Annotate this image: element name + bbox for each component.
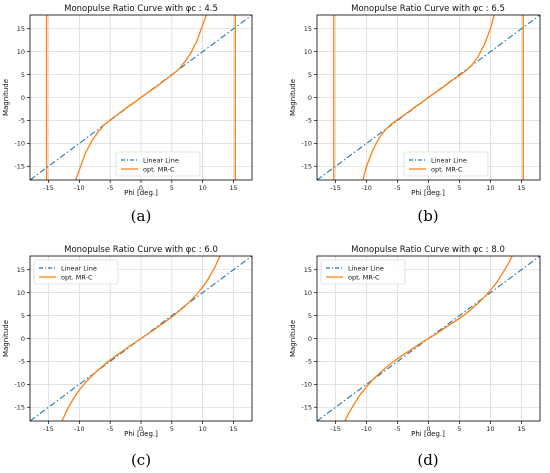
y-tick-label: -15	[301, 163, 312, 171]
legend-linear-label: Linear Line	[348, 264, 384, 272]
x-tick-label: 5	[457, 184, 461, 192]
x-tick-label: 10	[486, 184, 494, 192]
x-tick-label: 5	[170, 184, 174, 192]
y-tick-label: -10	[301, 140, 312, 148]
x-tick-label: -15	[43, 425, 54, 433]
x-tick-label: -10	[74, 425, 85, 433]
y-tick-label: 5	[21, 312, 25, 320]
legend-mr-label: opt. MR-C	[143, 165, 175, 173]
panel-caption: (a)	[131, 207, 152, 225]
legend-linear-label: Linear Line	[431, 156, 467, 164]
x-tick-label: -5	[394, 425, 400, 433]
y-tick-label: -5	[306, 117, 312, 125]
chart-title: Monopulse Ratio Curve with φc : 8.0	[351, 245, 505, 255]
x-tick-label: 5	[457, 425, 461, 433]
legend-box	[33, 259, 119, 285]
y-tick-label: 0	[21, 335, 25, 343]
y-tick-label: -15	[301, 404, 312, 412]
y-tick-label: -5	[306, 358, 312, 366]
x-tick-label: 0	[426, 425, 430, 433]
legend-box	[115, 151, 201, 177]
x-tick-label: -10	[361, 425, 372, 433]
x-tick-label: -15	[330, 184, 341, 192]
x-axis-label: Phi [deg.]	[411, 189, 445, 197]
y-tick-label: 5	[21, 71, 25, 79]
y-tick-label: 15	[304, 25, 312, 33]
legend-linear-label: Linear Line	[61, 264, 97, 272]
y-axis-label: Magnitude	[2, 320, 10, 357]
mr-curve-series	[61, 256, 221, 421]
x-tick-label: 15	[229, 184, 237, 192]
panel-caption: (d)	[417, 451, 438, 469]
y-tick-label: -5	[19, 358, 25, 366]
x-axis-label: Phi [deg.]	[411, 430, 445, 438]
y-tick-label: -5	[19, 117, 25, 125]
x-tick-label: -5	[107, 184, 113, 192]
legend-mr-label: opt. MR-C	[348, 273, 380, 281]
x-tick-label: 10	[199, 184, 207, 192]
y-tick-label: 5	[308, 71, 312, 79]
x-tick-label: -10	[74, 184, 85, 192]
y-tick-label: -10	[301, 381, 312, 389]
x-tick-label: 15	[229, 425, 237, 433]
mr-curve-series	[75, 15, 207, 180]
x-axis-label: Phi [deg.]	[124, 430, 158, 438]
chart-title: Monopulse Ratio Curve with φc : 6.0	[64, 245, 218, 255]
x-tick-label: -15	[43, 184, 54, 192]
x-tick-label: -5	[394, 184, 400, 192]
y-tick-label: 5	[308, 312, 312, 320]
x-tick-label: 10	[199, 425, 207, 433]
chart-panel-2: -15 -10 -5 0 5 10 15 -15 -10 -5 0 5 10 15 Monopulse Ra…	[289, 4, 541, 225]
x-tick-label: 0	[139, 184, 143, 192]
legend-box	[320, 259, 406, 285]
y-tick-label: 10	[304, 48, 312, 56]
chart-panel-3: -15 -10 -5 0 5 10 15 -15 -10 -5 0 5 10 15 Monopulse Ra…	[2, 245, 253, 469]
y-tick-label: -10	[14, 140, 25, 148]
y-tick-label: 10	[17, 289, 25, 297]
y-tick-label: 10	[17, 48, 25, 56]
x-tick-label: -15	[330, 425, 341, 433]
y-tick-label: -15	[14, 163, 25, 171]
legend-mr-label: opt. MR-C	[61, 273, 93, 281]
y-axis-label: Magnitude	[289, 79, 297, 116]
y-tick-label: -15	[14, 404, 25, 412]
x-tick-label: 0	[426, 184, 430, 192]
x-tick-label: 10	[486, 425, 494, 433]
panel-caption: (c)	[131, 451, 151, 469]
panel-caption: (b)	[417, 207, 438, 225]
y-tick-label: -10	[14, 381, 25, 389]
x-tick-label: 5	[170, 425, 174, 433]
y-tick-label: 15	[17, 25, 25, 33]
y-tick-label: 15	[17, 266, 25, 274]
chart-panel-1: -15 -10 -5 0 5 10 15 -15 -10 -5 0 5 10 15 Monopulse Ra…	[2, 4, 253, 225]
mr-curve-series	[344, 256, 513, 421]
legend-linear-label: Linear Line	[143, 156, 179, 164]
chart-title: Monopulse Ratio Curve with φc : 4.5	[64, 4, 218, 14]
x-tick-label: 0	[139, 425, 143, 433]
chart-title: Monopulse Ratio Curve with φc : 6.5	[351, 4, 505, 14]
y-tick-label: 0	[21, 94, 25, 102]
legend-box	[403, 151, 489, 177]
y-tick-label: 10	[304, 289, 312, 297]
y-tick-label: 0	[308, 335, 312, 343]
y-tick-label: 15	[304, 266, 312, 274]
mr-curve-series	[362, 15, 495, 180]
legend-mr-label: opt. MR-C	[431, 165, 463, 173]
y-tick-label: 0	[308, 94, 312, 102]
y-axis-label: Magnitude	[2, 79, 10, 116]
x-tick-label: 15	[517, 425, 525, 433]
x-tick-label: -10	[361, 184, 372, 192]
y-axis-label: Magnitude	[289, 320, 297, 357]
x-tick-label: -5	[107, 425, 113, 433]
chart-panel-4: -15 -10 -5 0 5 10 15 -15 -10 -5 0 5 10 15 Monopulse Ra…	[289, 245, 541, 469]
x-tick-label: 15	[517, 184, 525, 192]
x-axis-label: Phi [deg.]	[124, 189, 158, 197]
